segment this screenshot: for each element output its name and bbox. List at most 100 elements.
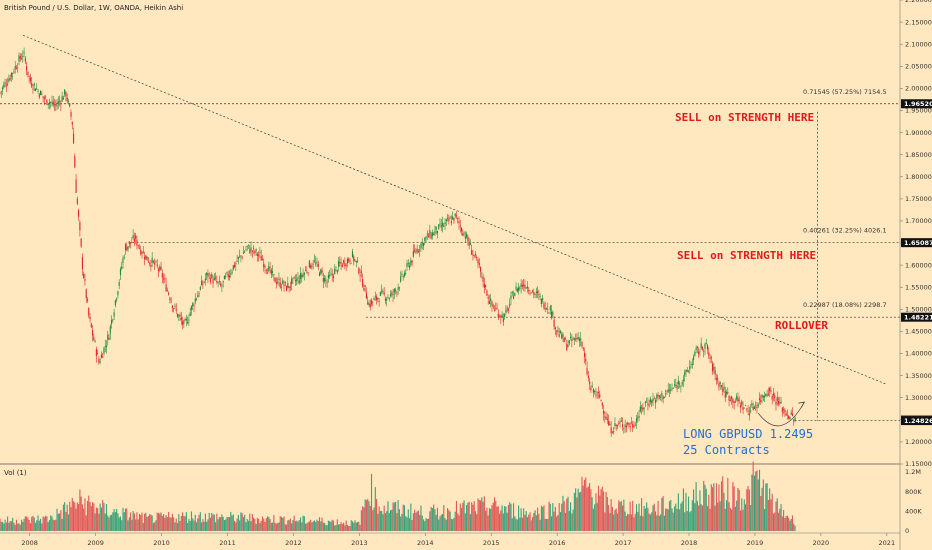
volume-axis[interactable]: 1.2M 800K 400K 0	[905, 468, 922, 535]
volume-bar	[78, 504, 80, 531]
candle-body	[469, 243, 471, 245]
volume-bar	[198, 515, 200, 531]
candle-body	[628, 423, 630, 426]
candle-body	[236, 260, 238, 262]
candle-body	[459, 225, 461, 227]
volume-bar	[455, 501, 458, 531]
volume-bar	[425, 518, 427, 531]
candle-body	[53, 104, 56, 106]
volume-tick-label: 0	[905, 527, 909, 535]
candle-body	[349, 260, 351, 263]
volume-bar	[644, 508, 646, 531]
candle-body	[254, 251, 256, 254]
volume-bar	[165, 515, 167, 531]
price-tick-label: 1.60000	[905, 261, 932, 269]
candle-body	[770, 390, 772, 392]
candle-body	[550, 311, 553, 318]
volume-bar	[10, 521, 12, 531]
volume-bar	[500, 510, 502, 531]
volume-bar	[37, 515, 39, 531]
candle-body	[154, 262, 156, 265]
volume-bar	[264, 521, 266, 531]
volume-bar	[91, 502, 94, 531]
candle-body	[504, 313, 506, 317]
candle-body	[218, 281, 220, 282]
price-axis[interactable]: 2.20000 2.15000 2.10000 2.05000 2.00000 1.950…	[900, 0, 932, 468]
volume-bar	[166, 517, 168, 531]
candle-body	[567, 345, 569, 348]
volume-bar	[145, 512, 147, 531]
volume-bar	[61, 518, 63, 531]
candle-body	[422, 243, 425, 246]
volume-bar	[329, 521, 331, 531]
volume-bar	[59, 513, 61, 531]
candle-body	[339, 262, 341, 264]
volume-bar	[444, 518, 446, 531]
candle-body	[166, 289, 168, 291]
candle-body	[273, 274, 275, 276]
volume-bar	[651, 512, 653, 531]
volume-bar	[630, 514, 633, 531]
candle-body	[65, 92, 67, 97]
candle-body	[354, 259, 356, 261]
volume-bar	[443, 505, 445, 531]
volume-bar	[382, 514, 384, 531]
volume-bar	[395, 501, 397, 531]
candle-body	[582, 347, 584, 350]
candle-body	[624, 424, 626, 428]
candle-body	[430, 235, 432, 239]
volume-bar	[104, 513, 106, 531]
volume-bar	[34, 522, 37, 531]
volume-bar	[118, 517, 120, 531]
candle-body	[1, 87, 4, 90]
candle-body	[742, 406, 744, 410]
volume-bar	[75, 508, 77, 531]
candle-body	[383, 292, 385, 295]
candle-body	[356, 260, 359, 262]
volume-bar	[164, 517, 166, 531]
candle-body	[138, 247, 141, 249]
volume-bar	[397, 500, 399, 531]
volume-label: Vol (1)	[4, 469, 27, 477]
time-axis[interactable]: 2008 2009 2010 2011 2012 2013 2014 2015 2016 2017…	[21, 533, 895, 547]
candle-body	[486, 290, 488, 296]
volume-bar	[41, 523, 43, 531]
volume-bar	[85, 515, 87, 531]
volume-bar	[259, 523, 261, 531]
volume-bar	[13, 522, 15, 531]
candle-body	[368, 303, 370, 305]
candle-body	[318, 272, 321, 277]
candle-body	[28, 75, 30, 77]
candle-body	[479, 267, 482, 272]
candle-body	[84, 279, 86, 281]
volume-bar	[284, 524, 286, 531]
volume-bar	[486, 507, 488, 531]
volume-bar	[298, 519, 300, 531]
volume-bar	[545, 518, 548, 531]
candle-body	[313, 260, 316, 262]
candle-body	[658, 395, 660, 398]
volume-bar	[505, 506, 507, 531]
volume-bar	[757, 479, 759, 531]
volume-bar	[105, 504, 108, 531]
volume-bar	[74, 502, 76, 531]
candle-body	[128, 241, 130, 245]
volume-bar	[731, 509, 733, 531]
volume-bar	[291, 523, 293, 531]
fib-level-label: 0.71545 (57.25%) 7154.5	[803, 88, 887, 96]
price-tick-label: 1.20000	[905, 438, 932, 446]
volume-bar	[733, 486, 735, 531]
volume-bar	[51, 516, 53, 531]
candle-body	[259, 252, 261, 253]
candle-body	[543, 303, 545, 309]
candle-body	[524, 285, 526, 289]
volume-bar	[594, 504, 596, 531]
candle-body	[18, 55, 20, 62]
volume-bar	[79, 489, 81, 531]
price-tick-label: 1.70000	[905, 217, 932, 225]
candle-body	[7, 84, 9, 86]
candle-body	[104, 346, 106, 347]
candle-body	[445, 219, 447, 222]
candle-body	[746, 408, 748, 410]
